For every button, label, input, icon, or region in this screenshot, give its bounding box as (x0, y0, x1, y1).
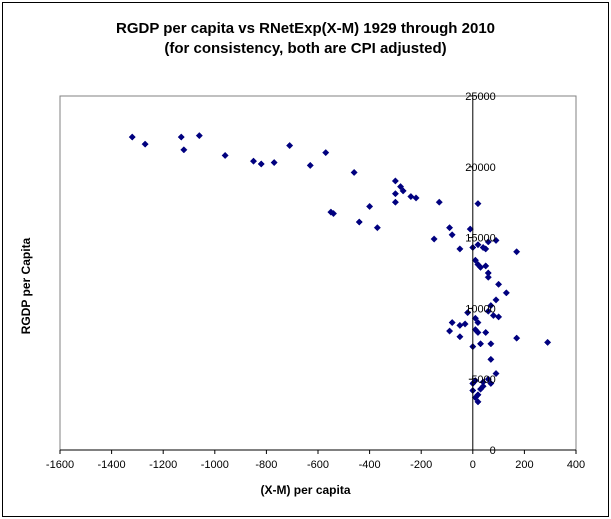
data-point (322, 149, 330, 157)
chart-title: RGDP per capita vs RNetExp(X-M) 1929 thr… (116, 20, 495, 37)
data-point (484, 307, 492, 315)
data-point (484, 273, 492, 281)
data-point (513, 248, 521, 256)
data-point (249, 157, 258, 165)
data-point (502, 289, 510, 297)
x-tick-label: -800 (255, 459, 277, 471)
data-point (461, 320, 469, 328)
data-point (513, 334, 521, 342)
data-point (257, 160, 265, 168)
data-point (391, 198, 399, 206)
data-point (397, 183, 405, 191)
data-point (474, 398, 482, 406)
data-point (474, 328, 482, 337)
data-point (479, 382, 487, 390)
data-point (492, 236, 500, 244)
data-point (495, 313, 503, 321)
data-point (482, 328, 490, 337)
data-point (195, 132, 203, 140)
y-tick-label: 0 (490, 445, 496, 457)
x-tick-label: 400 (567, 459, 585, 471)
data-point (456, 333, 464, 341)
x-tick-label: -400 (359, 459, 381, 471)
data-point (464, 309, 472, 317)
y-tick-label: 5000 (471, 374, 495, 386)
data-point (474, 391, 482, 399)
data-point (448, 231, 456, 239)
data-point (270, 158, 278, 167)
data-point (141, 140, 149, 148)
x-tick-label: -1000 (201, 459, 229, 471)
data-point (180, 146, 188, 154)
data-point (430, 235, 438, 243)
y-tick-label: 25000 (465, 91, 496, 103)
chart-subtitle: (for consistency, both are CPI adjusted) (164, 40, 447, 57)
data-point (489, 311, 497, 320)
data-point (492, 369, 500, 378)
x-tick-label: 0 (470, 459, 476, 471)
plot-area (59, 95, 577, 451)
data-point (487, 355, 495, 363)
data-point (492, 296, 500, 304)
data-point (474, 319, 482, 327)
data-point (412, 194, 420, 202)
x-tick-label: -600 (307, 459, 329, 471)
data-point (128, 133, 136, 141)
x-tick-label: -1400 (98, 459, 126, 471)
data-point (484, 238, 492, 246)
data-point (435, 198, 443, 206)
data-point (484, 375, 492, 383)
data-point (391, 190, 399, 198)
x-tick-label: -1600 (46, 459, 74, 471)
data-point (407, 192, 415, 201)
data-point (366, 202, 374, 211)
data-point (487, 340, 495, 348)
data-point (391, 177, 399, 185)
y-tick-label: 10000 (465, 303, 496, 315)
data-point (474, 200, 482, 208)
data-point (399, 187, 407, 195)
data-point (474, 241, 482, 249)
x-axis-label: (X-M) per capita (260, 483, 351, 497)
data-point (221, 151, 229, 160)
data-point (177, 133, 185, 141)
data-point (373, 224, 381, 232)
x-tick-label: -200 (410, 459, 432, 471)
data-point (456, 245, 464, 253)
data-point (329, 209, 338, 218)
y-tick-label: 20000 (465, 162, 496, 174)
x-tick-label: -1200 (149, 459, 177, 471)
data-point (544, 338, 552, 346)
data-point (476, 340, 485, 348)
data-point (446, 327, 454, 335)
data-point (286, 142, 294, 150)
data-point (487, 302, 495, 310)
data-point (446, 224, 454, 232)
data-point (495, 280, 503, 288)
x-tick-label: 200 (515, 459, 533, 471)
data-point (355, 218, 363, 226)
data-point (448, 319, 456, 327)
data-point (482, 245, 490, 253)
y-axis-label: RGDP per Capita (19, 237, 33, 335)
data-point (306, 161, 314, 169)
data-point (487, 379, 495, 388)
data-point (482, 262, 490, 270)
y-tick-label: 15000 (465, 233, 496, 245)
data-point (350, 168, 358, 177)
